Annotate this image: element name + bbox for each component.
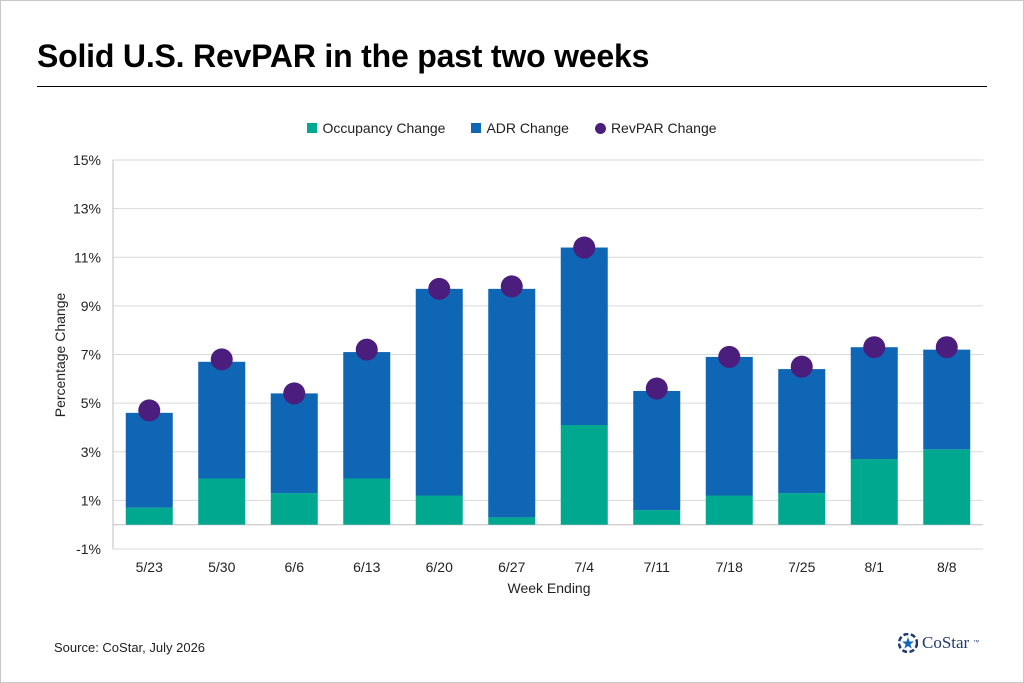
adr-bar: [923, 349, 971, 450]
source-note: Source: CoStar, July 2026: [54, 640, 206, 655]
logo-trademark: ™: [973, 640, 980, 646]
y-tick-label: -1%: [76, 541, 101, 557]
adr-bar: [488, 288, 536, 518]
y-tick-label: 11%: [74, 249, 101, 265]
x-tick-label: 6/6: [285, 559, 305, 575]
adr-bar: [705, 356, 753, 496]
legend-label-revpar: RevPAR Change: [610, 120, 717, 136]
costar-logo: CoStar ™: [898, 633, 979, 653]
x-tick-label: 7/25: [788, 559, 815, 575]
occupancy-bar: [343, 478, 391, 525]
revpar-point: [790, 355, 813, 378]
occupancy-bar: [923, 449, 971, 525]
y-tick-label: 1%: [81, 492, 101, 508]
revpar-point: [573, 236, 596, 259]
title-rule: [37, 86, 987, 87]
gridlines: [112, 159, 983, 550]
legend-swatch-occupancy: [307, 123, 318, 133]
y-tick-label: 3%: [81, 444, 101, 460]
x-tick-label: 6/13: [353, 559, 380, 575]
x-tick-label: 8/8: [937, 559, 957, 575]
legend-swatch-revpar: [594, 122, 606, 134]
y-tick-label: 15%: [73, 152, 101, 168]
logo-text: CoStar: [922, 633, 970, 652]
adr-bar: [633, 390, 681, 511]
adr-bar: [415, 288, 463, 496]
x-tick-label: 6/27: [498, 559, 525, 575]
occupancy-bar: [633, 510, 681, 525]
x-tick-label: 7/4: [575, 559, 595, 575]
revpar-point: [355, 338, 378, 361]
revpar-point: [138, 399, 161, 422]
occupancy-bar: [488, 517, 536, 525]
adr-bar: [270, 393, 318, 494]
revpar-point: [210, 348, 233, 371]
adr-bar: [343, 352, 391, 479]
legend-label-occupancy: Occupancy Change: [322, 120, 446, 136]
adr-bar: [778, 369, 826, 494]
x-tick-label: 7/18: [716, 559, 743, 575]
x-tick-label: 5/30: [208, 559, 235, 575]
adr-bar: [125, 412, 173, 508]
occupancy-bar: [125, 507, 173, 525]
x-tick-label: 8/1: [865, 559, 885, 575]
legend-label-adr: ADR Change: [486, 120, 569, 136]
legend: Occupancy Change ADR Change RevPAR Chang…: [0, 118, 1024, 138]
x-axis-ticks: 5/23 5/30 6/6 6/13 6/20 6/27 7/4 7/11 7/18 7/25 8/…: [136, 559, 957, 575]
legend-item-adr: ADR Change: [471, 120, 569, 136]
revpar-point: [645, 377, 668, 400]
bars: [125, 247, 971, 525]
adr-bar: [198, 361, 246, 479]
occupancy-bar: [560, 425, 608, 525]
x-tick-label: 7/11: [644, 559, 670, 575]
y-tick-label: 5%: [81, 395, 101, 411]
revpar-dots: [138, 236, 958, 422]
occupancy-bar: [415, 495, 463, 525]
revpar-point: [935, 336, 958, 359]
occupancy-bar: [850, 459, 898, 525]
x-axis-label: Week Ending: [507, 580, 590, 596]
legend-swatch-adr: [471, 123, 482, 133]
x-tick-label: 5/23: [136, 559, 163, 575]
chart-title: Solid U.S. RevPAR in the past two weeks: [37, 38, 650, 74]
y-axis-label: Percentage Change: [52, 293, 68, 418]
y-tick-label: 13%: [73, 201, 101, 217]
occupancy-bar: [270, 493, 318, 525]
revpar-point: [428, 277, 451, 300]
legend-item-occupancy: Occupancy Change: [307, 120, 445, 136]
x-tick-label: 6/20: [426, 559, 453, 575]
costar-star-logo-icon: [898, 633, 918, 653]
occupancy-bar: [705, 495, 753, 525]
revpar-point: [500, 275, 523, 298]
legend-item-revpar: RevPAR Change: [594, 120, 717, 136]
revpar-point: [718, 345, 741, 368]
revpar-point: [863, 336, 886, 359]
adr-bar: [560, 247, 608, 426]
occupancy-bar: [778, 493, 826, 525]
adr-bar: [850, 347, 898, 460]
occupancy-bar: [198, 478, 246, 525]
y-axis-ticks: -1% 1% 3% 5% 7% 9% 11% 13% 15%: [73, 152, 101, 557]
y-tick-label: 9%: [81, 298, 101, 314]
revpar-point: [283, 382, 306, 405]
y-tick-label: 7%: [81, 347, 101, 363]
